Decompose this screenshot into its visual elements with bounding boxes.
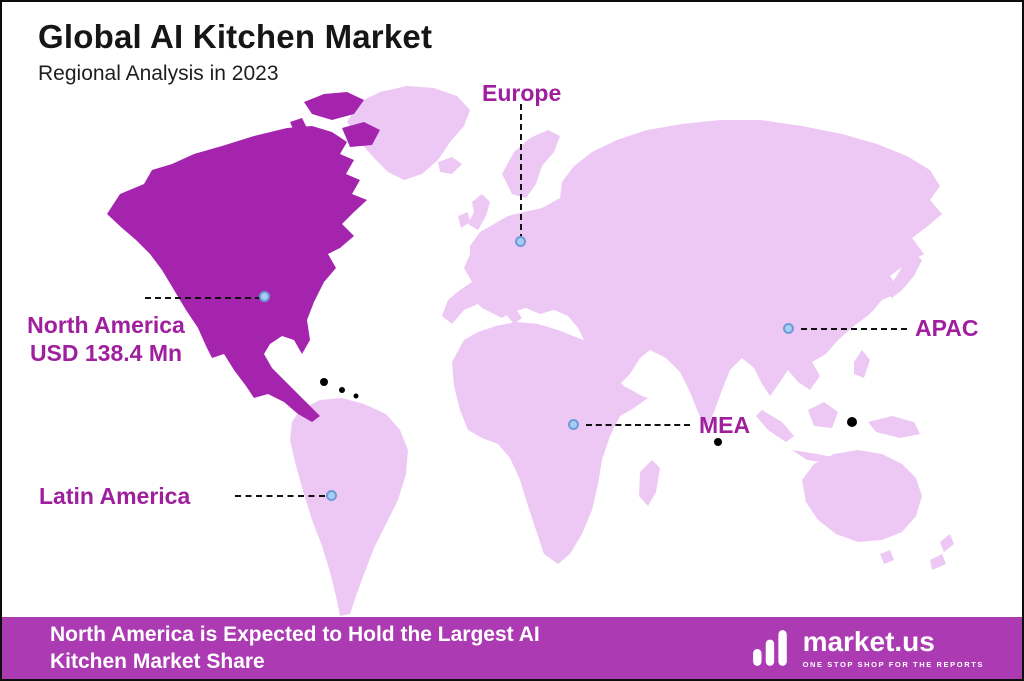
brand-name: market.us bbox=[802, 625, 935, 657]
leader-line-europe bbox=[520, 104, 522, 240]
footer-headline-line-2: Kitchen Market Share bbox=[50, 650, 265, 673]
footer-headline-line-1: North America is Expected to Hold the La… bbox=[50, 622, 540, 646]
brand-tagline: ONE STOP SHOP FOR THE REPORTS bbox=[802, 659, 984, 669]
island-new-zealand bbox=[940, 534, 954, 552]
region-italy bbox=[498, 294, 522, 324]
region-value-north-america: USD 138.4 Mn bbox=[29, 339, 183, 366]
island-japan bbox=[886, 254, 922, 298]
island-sulawesi bbox=[847, 417, 857, 427]
region-label-mea: MEA bbox=[699, 412, 751, 438]
region-label-north-america: North America USD 138.4 Mn bbox=[14, 312, 198, 367]
marker-apac bbox=[783, 323, 794, 334]
region-label-north-america-name: North America bbox=[27, 312, 185, 338]
marker-europe bbox=[515, 236, 526, 247]
island-caribbean bbox=[320, 378, 328, 386]
page-subtitle: Regional Analysis in 2023 bbox=[38, 62, 279, 85]
leader-line-apac bbox=[801, 328, 907, 330]
footer-bar: North America is Expected to Hold the La… bbox=[2, 617, 1022, 679]
island-new-zealand bbox=[930, 554, 946, 570]
island-sumatra bbox=[756, 410, 794, 442]
continent-greenland bbox=[347, 86, 470, 180]
island-caribbean bbox=[353, 393, 359, 399]
market-us-icon bbox=[752, 630, 787, 666]
footer-headline: North America is Expected to Hold the La… bbox=[50, 621, 540, 676]
region-scandinavia bbox=[502, 130, 560, 198]
island-ireland bbox=[458, 212, 470, 228]
marker-mea bbox=[568, 419, 579, 430]
brand-text: market.us ONE STOP SHOP FOR THE REPORTS bbox=[802, 625, 984, 669]
marker-north-america bbox=[259, 291, 270, 302]
island-madagascar bbox=[639, 460, 660, 506]
page-title: Global AI Kitchen Market bbox=[38, 18, 433, 55]
leader-line-north-america bbox=[145, 297, 261, 299]
leader-line-latin-america bbox=[235, 495, 325, 497]
island-new-guinea bbox=[868, 416, 920, 438]
island-arctic bbox=[304, 92, 364, 120]
region-label-europe: Europe bbox=[482, 80, 562, 106]
island-caribbean bbox=[339, 387, 345, 393]
continent-australia bbox=[802, 450, 922, 542]
header: Global AI Kitchen Market Regional Analys… bbox=[38, 18, 432, 86]
continent-africa bbox=[452, 322, 648, 564]
island-tasmania bbox=[880, 550, 894, 564]
island-iceland bbox=[438, 157, 462, 174]
island-borneo bbox=[808, 402, 838, 428]
island-sri-lanka bbox=[714, 438, 722, 446]
marker-latin-america bbox=[326, 490, 337, 501]
continent-eurasia bbox=[442, 120, 942, 430]
continent-north-america bbox=[107, 126, 367, 422]
island-arctic bbox=[342, 122, 380, 147]
island-philippines bbox=[854, 350, 870, 378]
region-label-latin-america: Latin America bbox=[39, 483, 191, 509]
brand-logo: market.us ONE STOP SHOP FOR THE REPORTS bbox=[749, 625, 984, 669]
island-uk bbox=[468, 194, 490, 230]
region-label-apac: APAC bbox=[915, 315, 979, 341]
leader-line-mea bbox=[586, 424, 690, 426]
continent-south-america bbox=[290, 398, 408, 616]
